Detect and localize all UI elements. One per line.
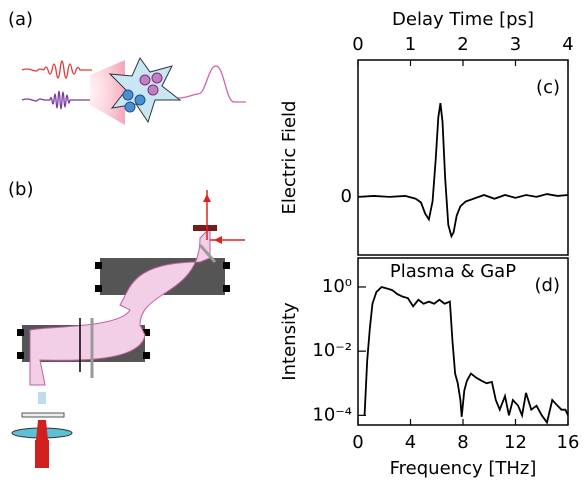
x-tick-label: 12 [504, 432, 527, 453]
panel-label: (d) [535, 275, 560, 296]
x-axis-label: Frequency [THz] [390, 458, 537, 479]
y-tick-label: 0 [341, 186, 352, 207]
y-tick-label: 10⁻⁴ [312, 404, 352, 425]
x-tick-label: 0 [352, 432, 363, 453]
x-axis-label: Delay Time [ps] [392, 9, 534, 30]
x-tick-label: 16 [557, 432, 580, 453]
x-tick-label: 4 [405, 432, 416, 453]
x-tick-label: 0 [352, 34, 363, 55]
diagram-a [21, 56, 246, 125]
x-tick-label: 2 [457, 34, 468, 55]
data-line [357, 102, 569, 239]
x-tick-label: 4 [562, 34, 573, 55]
panel-label: (a) [8, 9, 33, 30]
diagram-b [11, 190, 245, 468]
y-axis-label: Intensity [279, 302, 300, 381]
x-tick-label: 3 [510, 34, 521, 55]
y-axis-label: Electric Field [279, 101, 300, 215]
y-tick-label: 10⁻² [312, 340, 352, 361]
annotation: Plasma & GaP [390, 261, 516, 282]
panel-label: (b) [8, 179, 33, 200]
y-tick-label: 10⁰ [322, 276, 352, 297]
panel-label: (c) [536, 77, 560, 98]
x-tick-label: 8 [457, 432, 468, 453]
x-tick-label: 1 [405, 34, 416, 55]
data-line [363, 285, 569, 425]
